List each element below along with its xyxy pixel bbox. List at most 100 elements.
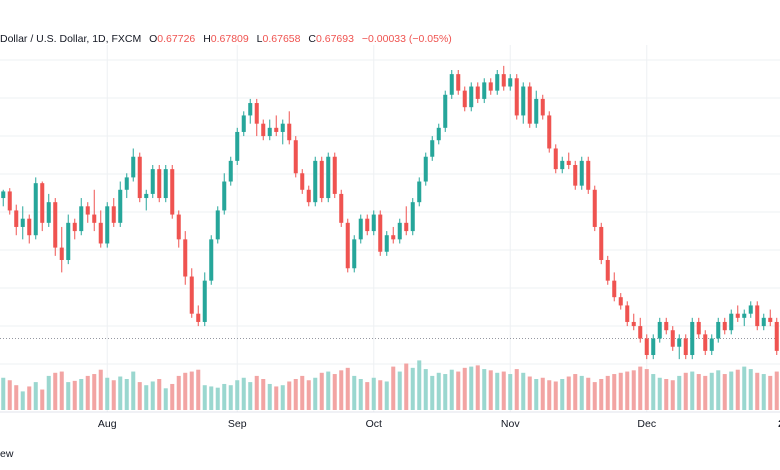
candle-up	[482, 78, 487, 104]
candle-up	[417, 177, 422, 207]
volume-bar	[254, 375, 259, 410]
candle-body	[59, 247, 64, 261]
candle-body	[443, 94, 448, 128]
candle-body	[625, 305, 630, 322]
candle-body	[365, 218, 370, 232]
candle-body	[709, 338, 714, 351]
candle-down	[456, 69, 461, 95]
candle-down	[111, 198, 116, 227]
volume-bar	[384, 381, 389, 410]
volume-bar	[222, 383, 227, 410]
volume-bar	[202, 385, 207, 410]
candle-down	[670, 326, 675, 351]
volume-bar	[163, 388, 168, 410]
volume-bar	[696, 374, 701, 410]
candle-up	[579, 156, 584, 190]
candle-down	[287, 111, 292, 145]
x-tick-label: Dec	[637, 418, 657, 430]
volume-bar	[540, 377, 545, 410]
candle-body	[677, 338, 682, 347]
candle-down	[7, 188, 12, 215]
volume-bar	[170, 383, 175, 410]
volume-bar	[612, 374, 617, 410]
candle-down	[462, 86, 467, 112]
candle-body	[586, 160, 591, 190]
candle-body	[85, 206, 90, 215]
candle-up	[215, 206, 220, 244]
volume-bar	[501, 371, 506, 410]
candle-body	[53, 202, 58, 248]
volume-bar	[417, 360, 422, 410]
candle-body	[735, 313, 740, 318]
candle-down	[547, 111, 552, 153]
candle-body	[183, 239, 188, 277]
candle-body	[774, 321, 779, 351]
candle-down	[254, 98, 259, 137]
high-value: 0.67809	[210, 33, 249, 45]
candle-body	[27, 218, 32, 236]
candle-down	[586, 156, 591, 194]
candle-down	[488, 78, 493, 95]
volume-bar	[326, 371, 331, 410]
candle-up	[1, 189, 6, 207]
candle-up	[690, 317, 695, 360]
volume-bar	[605, 375, 610, 410]
volume-bar	[430, 375, 435, 410]
candle-body	[300, 173, 305, 190]
volume-bar	[690, 371, 695, 410]
volume-bar	[378, 380, 383, 410]
volume-bar	[651, 374, 656, 410]
candle-body	[124, 177, 129, 190]
candle-body	[508, 78, 513, 87]
candle-body	[248, 103, 253, 116]
volume-bar	[599, 379, 604, 410]
candle-up	[326, 152, 331, 203]
volume-bar	[274, 386, 279, 410]
candle-down	[40, 181, 45, 232]
candle-up	[742, 309, 747, 327]
volume-bar	[157, 379, 162, 410]
volume-bar	[410, 367, 415, 410]
candle-body	[521, 86, 526, 116]
candle-body	[46, 202, 51, 223]
volume-bar	[774, 371, 779, 410]
candle-up	[677, 334, 682, 360]
candle-up	[358, 214, 363, 244]
candle-body	[228, 160, 233, 182]
volume-bar	[300, 375, 305, 410]
volume-bar	[456, 371, 461, 410]
candle-body	[638, 326, 643, 339]
candle-body	[430, 140, 435, 157]
volume-bar	[20, 391, 25, 410]
candle-down	[98, 210, 103, 248]
candle-down	[92, 189, 97, 232]
volume-bar	[527, 376, 532, 410]
candle-down	[293, 136, 298, 178]
candle-up	[508, 74, 513, 91]
volume-bar	[306, 380, 311, 410]
candle-body	[716, 321, 721, 339]
candle-body	[92, 214, 97, 223]
candle-down	[501, 65, 506, 91]
candle-body	[33, 183, 38, 236]
x-tick-label: Nov	[500, 418, 520, 430]
candle-up	[352, 235, 357, 273]
candle-down	[306, 185, 311, 207]
candle-body	[417, 181, 422, 203]
volume-bar	[683, 372, 688, 410]
candle-body	[313, 160, 318, 203]
candle-down	[345, 218, 350, 273]
candle-body	[768, 317, 773, 322]
volume-bar	[248, 382, 253, 410]
candle-down	[573, 160, 578, 190]
candle-body	[339, 193, 344, 223]
candle-down	[27, 214, 32, 244]
candle-up	[709, 334, 714, 356]
candle-up	[267, 119, 272, 141]
candle-down	[170, 164, 175, 219]
candle-down	[261, 119, 266, 141]
volume-bar	[709, 372, 714, 410]
candle-body	[222, 181, 227, 211]
volume-bar	[488, 370, 493, 410]
